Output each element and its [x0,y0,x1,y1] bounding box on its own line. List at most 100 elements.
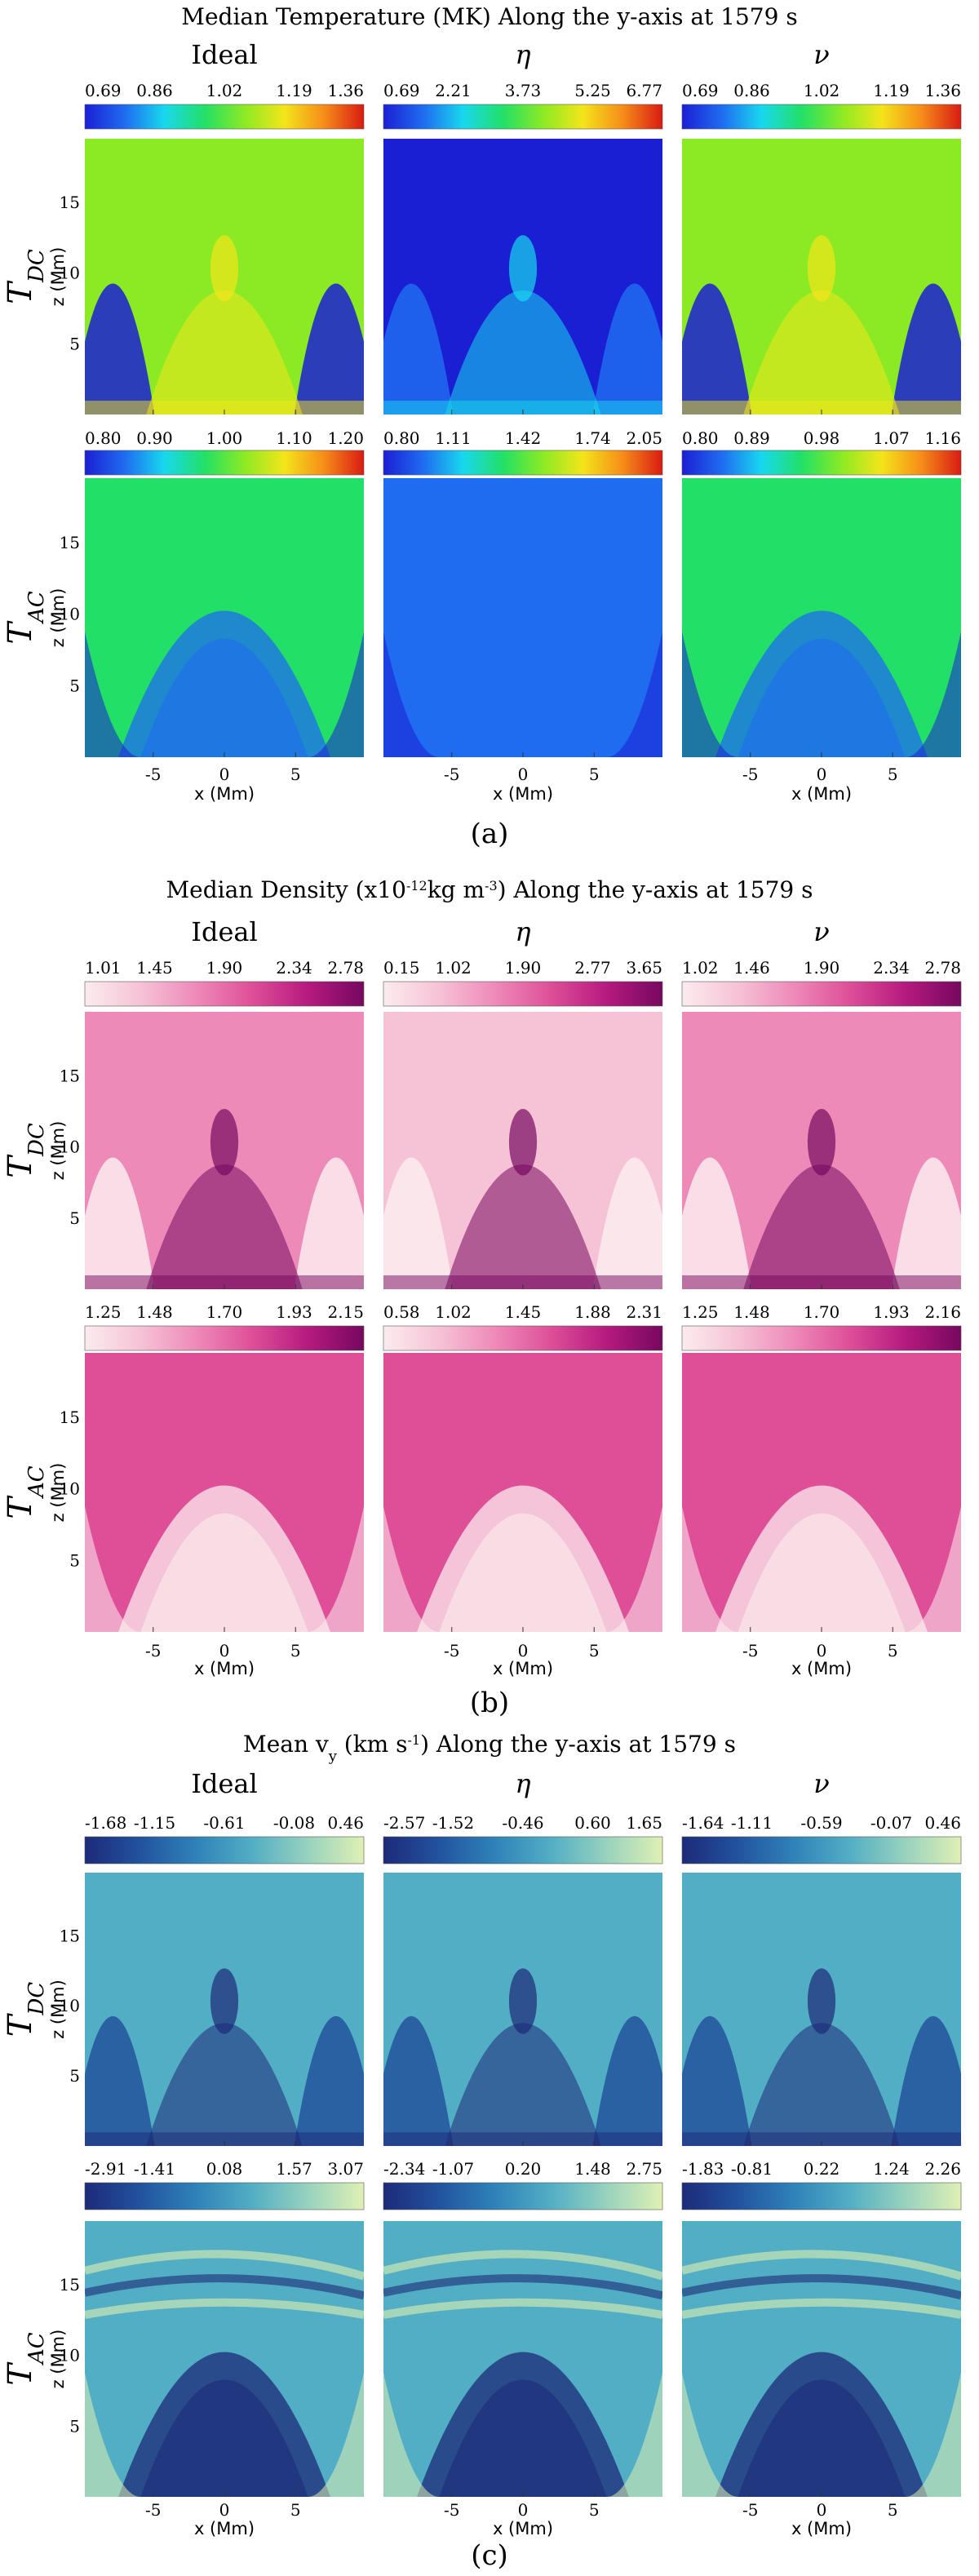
colorbar-tick: 1.02 [682,958,719,978]
heatmap-structure [146,290,303,415]
heatmap-panel [682,478,961,757]
colorbar-tick: 5.25 [574,81,611,100]
heatmap-panel [85,139,364,415]
x-tick-label: 0 [518,2500,529,2520]
heatmap-structure [606,632,662,757]
colorbar-tick: 1.42 [505,428,542,448]
colorbar-tick: 0.86 [733,81,770,100]
heatmap-structure [85,1157,155,1289]
colorbar [681,1836,962,1864]
x-axis-label: x (Mm) [493,1659,553,1678]
colorbar [84,981,365,1007]
heatmap-structure [294,1157,364,1289]
heatmap-structure [85,2132,364,2146]
column-header: η [515,1768,530,1799]
heatmap-structure [383,2274,662,2300]
heatmap-structure [682,1157,752,1289]
colorbar-tick: 1.93 [276,1302,312,1322]
colorbar [681,981,962,1007]
colorbar-tick: 1.20 [327,428,364,448]
colorbar [84,2182,365,2210]
colorbar-tick: 1.74 [574,428,611,448]
colorbar-tick: 1.90 [505,958,542,978]
heatmap-structure [738,1513,906,1632]
colorbar-tick: 0.22 [804,2159,840,2179]
heatmap-structure [682,1506,738,1632]
heatmap-structure [807,235,836,302]
x-tick-label: -5 [742,1641,758,1660]
colorbar [383,104,663,130]
row-label: TDC [2,1123,49,1178]
z-axis-label: z (Mm) [48,1121,68,1181]
heatmap-panel [85,1012,364,1289]
heatmap-structure [85,1506,141,1632]
heatmap-structure [743,2023,900,2146]
heatmap-structure [383,2132,662,2146]
x-tick-label: 0 [219,1641,230,1660]
heatmap-structure [905,2372,961,2497]
z-tick-label: 10 [60,1137,80,1157]
x-tick-label: 5 [888,765,898,784]
heatmap-structure [891,2015,961,2146]
z-tick-label: 10 [60,2346,80,2365]
heatmap-structure [682,283,752,415]
heatmap-structure [383,2298,662,2319]
column-header: Ideal [191,39,257,70]
x-tick-label: 5 [589,765,600,784]
heatmap-structure [85,2372,141,2497]
colorbar-tick: 1.11 [435,428,472,448]
colorbar-tick: -1.07 [432,2159,474,2179]
colorbar-tick: 0.60 [574,1813,611,1833]
colorbar [383,1325,663,1351]
row-label: TAC [2,2332,49,2385]
heatmap-structure [682,1275,961,1289]
colorbar-tick: 0.90 [136,428,173,448]
colorbar-tick: 1.02 [804,81,840,100]
colorbar-tick: -1.11 [731,1813,773,1833]
z-tick-label: 10 [60,605,80,624]
z-axis-label: z (Mm) [48,2330,68,2389]
column-header: ν [813,39,829,70]
heatmap-structure [682,2274,961,2300]
heatmap-structure [383,2250,662,2281]
heatmap-structure [85,2298,364,2319]
x-tick-label: 5 [290,1641,301,1660]
z-tick-label: 15 [60,1066,80,1085]
heatmap-structure [606,2372,662,2497]
x-tick-label: -5 [145,2500,161,2520]
x-tick-label: 0 [219,765,230,784]
x-tick-label: 0 [219,2500,230,2520]
row-label: TAC [2,591,49,644]
colorbar-tick: 1.45 [136,958,173,978]
heatmap-structure [905,1506,961,1632]
heatmap-structure [146,2023,303,2146]
section-title: Median Temperature (MK) Along the y-axis… [181,3,797,30]
colorbar-tick: 1.88 [574,1302,611,1322]
colorbar-tick: -1.64 [682,1813,724,1833]
colorbar [383,2182,663,2210]
colorbar-tick: -1.52 [432,1813,474,1833]
heatmap-structure [743,290,900,415]
x-tick-label: 0 [817,765,827,784]
x-tick-label: -5 [742,765,758,784]
column-header: ν [813,916,829,947]
colorbar-tick: -1.15 [134,1813,175,1833]
colorbar-tick: 1.57 [276,2159,312,2179]
heatmap-structure [85,2250,364,2281]
heatmap-panel [383,1873,662,2146]
colorbar-tick: -0.61 [203,1813,245,1833]
colorbar-tick: 0.69 [383,81,420,100]
heatmap-structure [140,2379,308,2497]
heatmap-structure [383,2372,440,2497]
heatmap-structure [85,2015,155,2146]
colorbar-tick: 1.25 [85,1302,122,1322]
colorbar [84,1325,365,1351]
heatmap-structure [85,1275,364,1289]
heatmap-structure [682,2372,738,2497]
x-tick-label: 0 [817,2500,827,2520]
x-tick-label: 5 [888,2500,898,2520]
colorbar-tick: 1.93 [873,1302,910,1322]
colorbar [383,981,663,1007]
colorbar [84,1836,365,1864]
heatmap-structure [383,1275,662,1289]
